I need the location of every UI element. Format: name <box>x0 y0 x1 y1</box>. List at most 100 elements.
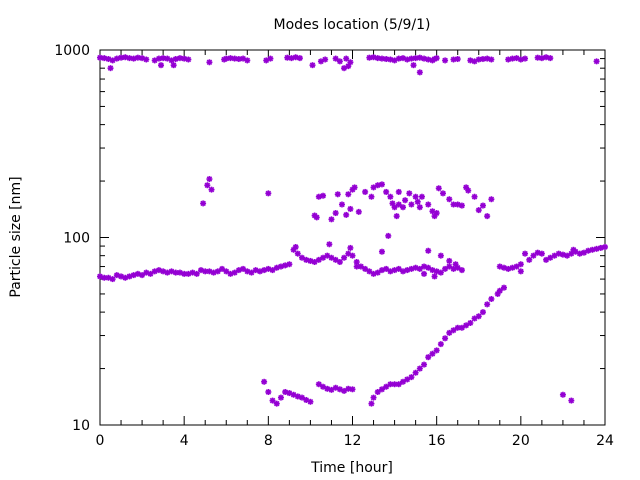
data-point <box>488 56 495 63</box>
data-point <box>458 202 465 209</box>
data-point <box>349 386 356 393</box>
data-point <box>130 55 137 62</box>
data-point <box>471 315 478 322</box>
data-point <box>336 259 343 266</box>
x-axis-label: Time [hour] <box>310 460 393 476</box>
data-point <box>378 181 385 188</box>
data-point <box>458 324 465 331</box>
data-point <box>404 267 411 274</box>
data-point <box>368 193 375 200</box>
y-axis: 10 100 1000 <box>54 43 605 434</box>
data-point <box>395 381 402 388</box>
data-point <box>538 250 545 257</box>
data-point <box>299 394 305 401</box>
x-tick-label: 12 <box>344 433 362 449</box>
data-point <box>395 188 402 195</box>
x-tick-label: 24 <box>596 433 614 449</box>
data-point <box>458 267 465 274</box>
data-point <box>307 398 314 405</box>
data-point <box>463 322 470 329</box>
data-point <box>240 265 247 272</box>
data-point <box>338 201 345 208</box>
data-point <box>368 400 375 407</box>
data-point <box>425 354 432 361</box>
data-point <box>416 365 423 372</box>
data-points <box>97 54 608 407</box>
data-point <box>326 241 333 248</box>
data-point <box>296 55 303 62</box>
data-point <box>374 388 381 395</box>
data-point <box>309 62 316 69</box>
data-point <box>383 383 390 390</box>
data-point <box>158 62 165 69</box>
data-point <box>446 329 453 336</box>
data-point <box>446 257 453 264</box>
data-point <box>446 263 453 270</box>
data-point <box>501 284 507 291</box>
data-point <box>406 190 413 197</box>
data-point <box>395 201 402 208</box>
data-point <box>231 269 238 276</box>
data-point <box>555 250 562 257</box>
data-point <box>475 207 482 214</box>
data-point <box>223 268 230 275</box>
data-point <box>336 58 343 65</box>
data-point <box>452 261 459 268</box>
data-point <box>408 201 415 208</box>
data-point <box>416 69 423 76</box>
data-point <box>332 55 339 62</box>
data-point <box>282 388 289 395</box>
y-axis-label: Particle size [nm] <box>8 176 24 297</box>
data-point <box>442 335 449 342</box>
data-point <box>479 309 486 316</box>
chart-title: Modes location (5/9/1) <box>274 17 431 33</box>
data-point <box>484 213 491 220</box>
data-point <box>351 184 358 191</box>
data-point <box>265 388 272 395</box>
data-point <box>439 190 446 197</box>
data-point <box>345 191 352 198</box>
data-point <box>570 246 577 253</box>
data-point <box>313 214 320 221</box>
data-point <box>286 261 293 268</box>
data-point <box>425 201 432 208</box>
data-point <box>334 191 341 198</box>
data-point <box>450 327 457 334</box>
data-point <box>522 55 529 62</box>
data-point <box>387 193 394 200</box>
data-point <box>160 55 167 62</box>
data-point <box>494 290 501 297</box>
data-point <box>200 200 207 207</box>
data-point <box>400 378 406 385</box>
data-point <box>172 56 179 63</box>
data-point <box>442 57 449 64</box>
data-point <box>433 55 440 62</box>
x-tick-label: 16 <box>428 433 446 449</box>
data-point <box>292 243 299 250</box>
data-point <box>139 272 146 279</box>
data-point <box>248 269 255 276</box>
data-point <box>454 324 461 331</box>
data-point <box>446 196 453 203</box>
data-point <box>320 192 327 199</box>
data-point <box>412 369 419 376</box>
data-point <box>543 54 550 61</box>
data-point <box>450 56 457 63</box>
data-point <box>126 55 133 62</box>
data-point <box>395 265 402 272</box>
data-point <box>385 232 392 239</box>
data-point <box>433 210 440 217</box>
data-point <box>465 187 472 194</box>
data-point <box>435 185 442 192</box>
data-point <box>602 243 608 250</box>
data-point <box>488 196 495 203</box>
data-point <box>437 252 444 259</box>
data-point <box>513 263 520 270</box>
data-point <box>366 268 373 275</box>
data-point <box>484 301 491 308</box>
data-point <box>559 391 566 398</box>
data-point <box>568 397 575 404</box>
data-point <box>538 55 545 62</box>
data-point <box>383 265 390 272</box>
data-point <box>273 400 280 407</box>
